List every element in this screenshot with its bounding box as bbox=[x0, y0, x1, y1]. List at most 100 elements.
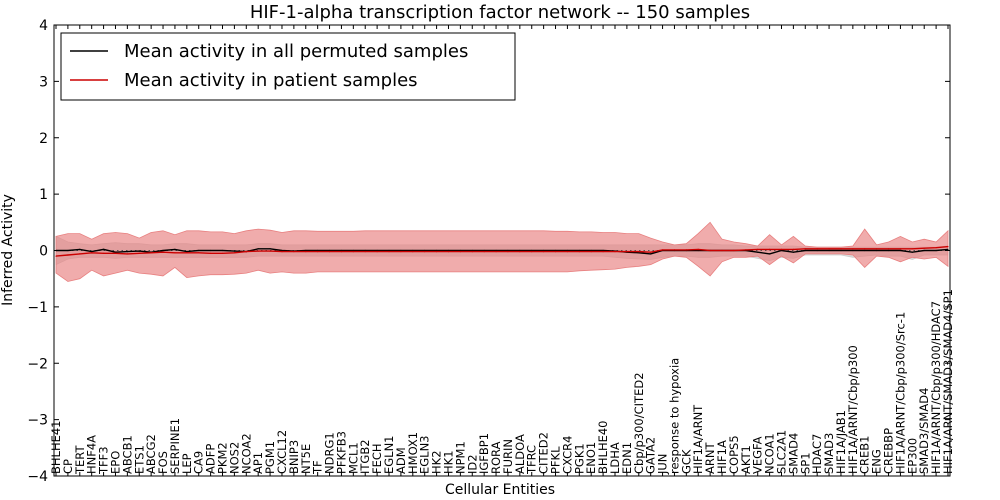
x-tick-label: HIF1A/ARNT bbox=[691, 404, 705, 474]
permuted-point-18 bbox=[269, 248, 271, 250]
patient-point-34 bbox=[459, 251, 461, 253]
x-tick-label: PFKFB3 bbox=[334, 431, 348, 474]
x-tick-label: NOS2 bbox=[227, 442, 241, 474]
permuted-point-35 bbox=[471, 249, 473, 252]
patient-point-28 bbox=[388, 251, 390, 253]
x-tick-label: HIF1A bbox=[715, 440, 729, 474]
permuted-point-22 bbox=[317, 249, 319, 252]
x-tick-label: CREBBP bbox=[882, 428, 896, 474]
patient-point-52 bbox=[673, 249, 676, 251]
x-tick-label: GCK bbox=[679, 449, 693, 474]
permuted-point-54 bbox=[697, 249, 699, 252]
patient-point-53 bbox=[685, 249, 687, 251]
legend: Mean activity in all permuted samples Mea… bbox=[60, 32, 516, 101]
x-tick-label: PGM1 bbox=[263, 441, 277, 474]
x-tick-label: CREB1 bbox=[858, 436, 872, 475]
patient-point-37 bbox=[495, 251, 497, 253]
permuted-point-50 bbox=[650, 253, 652, 255]
patient-point-15 bbox=[233, 252, 235, 254]
permuted-point-23 bbox=[328, 249, 331, 252]
permuted-point-38 bbox=[507, 249, 509, 252]
permuted-point-5 bbox=[114, 251, 117, 253]
patient-point-57 bbox=[733, 249, 735, 252]
permuted-point-66 bbox=[840, 249, 842, 252]
x-tick-label: TFF3 bbox=[97, 446, 111, 475]
x-tick-label: HIF1A/JAB1 bbox=[834, 410, 848, 474]
x-tick-label: CP bbox=[61, 459, 75, 474]
y-tick-label: 1 bbox=[39, 187, 48, 203]
permuted-point-39 bbox=[519, 249, 521, 252]
x-tick-label: ADM bbox=[394, 447, 408, 474]
x-tick-label: TERT bbox=[73, 445, 87, 475]
permuted-point-14 bbox=[221, 249, 224, 252]
patient-point-31 bbox=[424, 251, 426, 253]
x-tick-label: ENO1 bbox=[584, 442, 598, 474]
patient-point-25 bbox=[352, 251, 354, 253]
permuted-point-26 bbox=[364, 249, 366, 252]
permuted-point-7 bbox=[138, 250, 140, 252]
permuted-point-25 bbox=[352, 249, 354, 252]
permuted-point-37 bbox=[495, 249, 497, 252]
x-tick-label: HIF1A/ARNT/Cbp/p300/HDAC7 bbox=[929, 301, 943, 474]
patient-point-0 bbox=[55, 255, 57, 257]
patient-point-50 bbox=[650, 251, 652, 253]
patient-point-12 bbox=[198, 252, 200, 254]
patient-point-60 bbox=[769, 248, 771, 250]
x-tick-label: ETS1 bbox=[132, 445, 146, 474]
x-tick-label: PKM2 bbox=[216, 442, 230, 474]
y-tick-label: −4 bbox=[27, 469, 48, 485]
permuted-point-67 bbox=[852, 249, 854, 252]
patient-point-7 bbox=[138, 252, 140, 254]
permuted-point-61 bbox=[780, 249, 783, 252]
permuted-point-74 bbox=[935, 249, 937, 252]
x-tick-label: EGLN3 bbox=[418, 435, 432, 474]
permuted-point-32 bbox=[436, 249, 438, 252]
y-tick-label: 0 bbox=[39, 244, 48, 260]
permuted-point-33 bbox=[447, 249, 450, 252]
x-tick-label: LEP bbox=[180, 453, 194, 474]
x-tick-label: AKT1 bbox=[739, 445, 753, 474]
y-tick-label: −2 bbox=[27, 356, 48, 372]
x-tick-label: Cbp/p300/CITED2 bbox=[632, 372, 646, 474]
patient-point-42 bbox=[554, 251, 557, 253]
permuted-point-44 bbox=[578, 249, 580, 252]
x-tick-label: SMAD3 bbox=[822, 433, 836, 474]
patient-point-6 bbox=[126, 253, 128, 255]
permuted-point-30 bbox=[412, 249, 414, 252]
permuted-point-27 bbox=[376, 249, 378, 252]
patient-point-27 bbox=[376, 251, 378, 253]
x-tick-label: HK1 bbox=[442, 450, 456, 474]
permuted-point-71 bbox=[899, 249, 902, 252]
patient-point-70 bbox=[887, 248, 890, 250]
patient-point-22 bbox=[317, 251, 319, 253]
patient-point-65 bbox=[828, 248, 830, 250]
x-tick-label: EP300 bbox=[905, 438, 919, 474]
permuted-point-13 bbox=[210, 249, 212, 252]
x-tick-label: AP1 bbox=[251, 452, 265, 474]
permuted-point-28 bbox=[388, 249, 390, 252]
permuted-point-12 bbox=[198, 249, 200, 252]
x-tick-label: CA9 bbox=[192, 451, 206, 474]
patient-point-72 bbox=[911, 248, 913, 250]
patient-point-36 bbox=[483, 251, 485, 253]
patient-point-59 bbox=[757, 248, 759, 250]
x-tick-label: HIF1A/ARNT/Cbp/p300/Src-1 bbox=[893, 312, 907, 474]
permuted-point-42 bbox=[554, 249, 557, 252]
permuted-point-4 bbox=[103, 248, 105, 250]
patient-point-69 bbox=[876, 248, 878, 250]
y-axis: 4 3 2 1 0 −1 −2 −3 −4 bbox=[27, 18, 950, 485]
x-tick-label: TFRC bbox=[525, 445, 539, 475]
x-tick-label: TF bbox=[311, 460, 325, 475]
patient-point-1 bbox=[67, 254, 69, 256]
patient-point-24 bbox=[340, 251, 342, 253]
x-tick-label: IGFBP1 bbox=[477, 433, 491, 474]
patient-point-39 bbox=[519, 251, 521, 253]
permuted-point-70 bbox=[887, 249, 890, 252]
permuted-point-40 bbox=[531, 249, 533, 252]
patient-point-62 bbox=[792, 248, 795, 250]
x-tick-label: HNF4A bbox=[85, 435, 99, 474]
patient-point-61 bbox=[780, 248, 783, 250]
permuted-point-65 bbox=[828, 249, 830, 252]
x-tick-label: VEGFA bbox=[751, 436, 765, 474]
